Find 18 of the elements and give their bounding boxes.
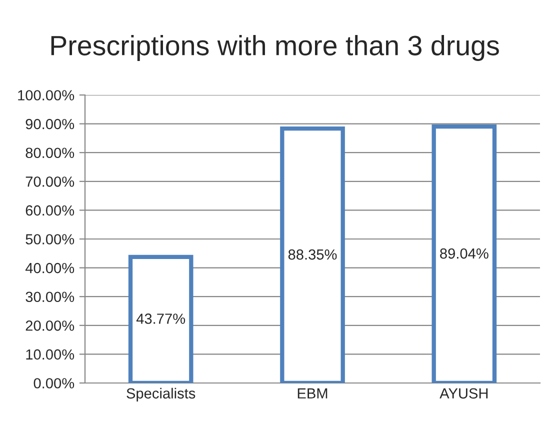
y-tick-label: 60.00% bbox=[26, 205, 74, 216]
data-label: 43.77% bbox=[136, 314, 186, 324]
y-tick-label: 30.00% bbox=[26, 292, 74, 302]
y-tick-label: 100.00% bbox=[18, 90, 74, 100]
y-tick-label: 40.00% bbox=[25, 262, 74, 274]
data-label: 88.35% bbox=[288, 249, 337, 260]
y-tick-label: 10.00% bbox=[26, 349, 74, 360]
y-tick-label: 20.00% bbox=[26, 320, 74, 331]
x-tick-label: AYUSH bbox=[440, 388, 488, 399]
y-tick-label: 0.00% bbox=[34, 378, 74, 388]
chart-title: Prescriptions with more than 3 drugs bbox=[51, 35, 499, 61]
data-label: 89.04% bbox=[440, 248, 488, 259]
y-tick-label: 70.00% bbox=[26, 176, 74, 187]
y-tick-label: 50.00% bbox=[26, 234, 74, 244]
y-tick-label: 80.00% bbox=[26, 148, 74, 158]
x-tick-label: EBM bbox=[298, 388, 328, 398]
x-tick-label: Specialists bbox=[126, 388, 196, 402]
y-tick-label: 90.00% bbox=[26, 118, 74, 130]
